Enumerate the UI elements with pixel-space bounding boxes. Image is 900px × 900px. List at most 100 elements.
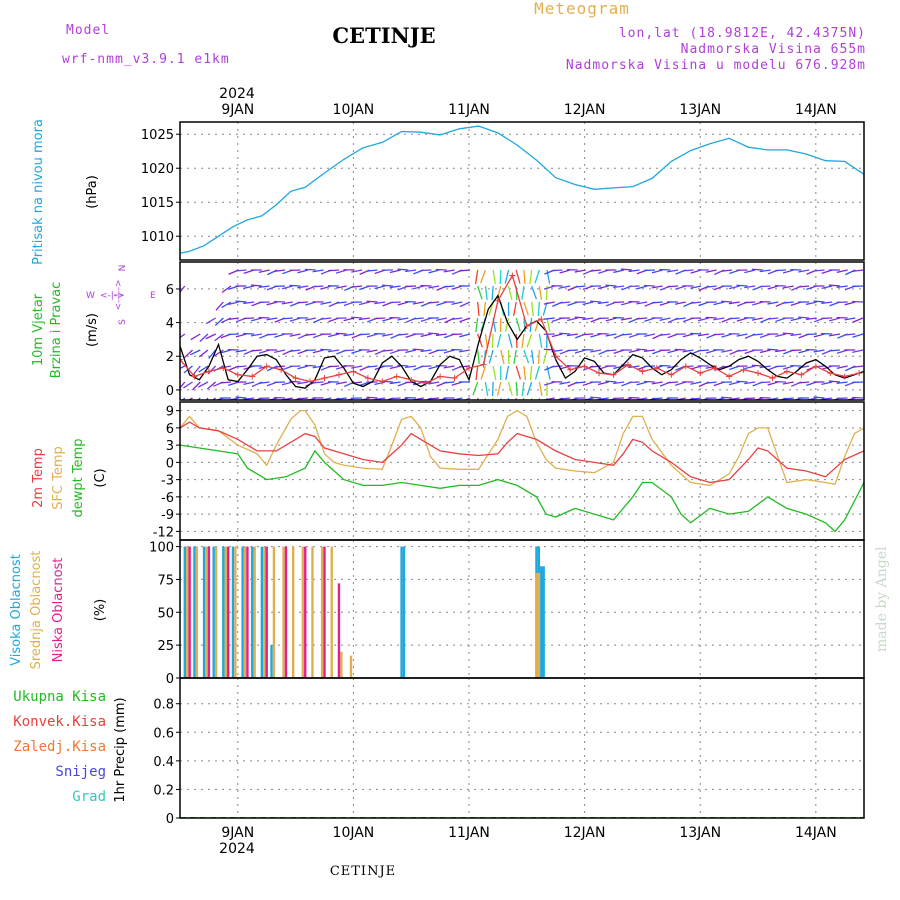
wind-barb: [559, 301, 571, 304]
wind-barb: [381, 349, 393, 352]
wind-barb: [690, 301, 702, 304]
wind-barb: [543, 317, 555, 320]
wind-barb: [477, 333, 483, 348]
cloud-ylabel-mid: Srednja Oblacnost: [29, 551, 44, 670]
wind-barb: [297, 365, 309, 370]
wind-barb: [397, 268, 409, 271]
y-tick-label: -9: [161, 508, 174, 523]
wind-barb: [281, 285, 293, 290]
wind-barb: [559, 269, 571, 274]
wind-barb: [459, 349, 471, 353]
top-year-label: 2024: [219, 86, 255, 102]
wind-barb: [459, 333, 471, 338]
wind-barb: [537, 349, 540, 365]
wind-barb: [774, 365, 787, 368]
wind-barb: [597, 317, 609, 320]
gust-marker: [567, 366, 574, 373]
wind-barb: [459, 317, 471, 323]
wind-barb: [381, 333, 394, 337]
cloud-bar: [188, 546, 191, 678]
wind-barb: [251, 317, 263, 322]
wind-barb: [821, 285, 833, 290]
wind-barb: [443, 269, 455, 273]
cloud-bar: [243, 546, 247, 678]
wind-barb: [542, 349, 548, 364]
cloud-bar: [323, 546, 326, 678]
wind-barb: [266, 301, 278, 306]
temp-ylabel-2m: 2m Temp: [31, 448, 46, 508]
wind-barb: [744, 301, 756, 304]
wind-barb: [196, 397, 201, 400]
wind-barb: [451, 301, 463, 305]
wind-barb: [351, 365, 363, 369]
gust-marker: [726, 373, 733, 380]
wind-barb: [227, 317, 239, 321]
wind-barb: [374, 285, 386, 290]
wind-barb: [844, 333, 856, 336]
wind-barb: [537, 301, 540, 317]
wind-barb: [366, 300, 378, 303]
wind-barb: [605, 349, 617, 352]
wind-barb: [546, 317, 551, 332]
gust-marker: [364, 375, 371, 382]
compass-rose: N S W E <--|--> <-|->: [86, 265, 156, 325]
wind-barb: [782, 332, 794, 335]
elevation-label: Nadmorska Visina 655m: [681, 42, 866, 57]
y-tick-label: 0.6: [153, 726, 174, 741]
wind-barb: [559, 397, 571, 400]
wind-barb: [790, 317, 802, 322]
wind-barb: [320, 381, 332, 386]
y-tick-label: -6: [161, 491, 174, 506]
2m-temp-line: [180, 421, 864, 484]
wind-barb: [180, 285, 186, 293]
wind-barb: [273, 396, 286, 399]
wind-barb: [358, 333, 370, 336]
gust-marker: [755, 370, 762, 377]
wind-barb: [492, 365, 497, 380]
wind-barb: [828, 380, 840, 383]
wind-barb: [530, 349, 535, 364]
wind-barb: [505, 365, 510, 380]
wind-barb: [559, 365, 571, 370]
wind-barb: [397, 333, 409, 336]
wind-barb: [530, 301, 534, 316]
gust-marker: [451, 375, 458, 382]
cloud-ylabel-high: Visoka Oblacnost: [9, 554, 24, 666]
wind-barb: [515, 381, 518, 397]
y-tick-label: 0: [166, 456, 174, 471]
wind-barb: [214, 270, 224, 275]
cloud-bar: [231, 546, 235, 678]
wind-barb: [304, 364, 316, 367]
wind-barb: [697, 333, 709, 337]
wind-barb: [190, 349, 201, 356]
wind-barb: [829, 317, 841, 322]
cloud-bar: [214, 546, 218, 678]
wind-barb: [412, 301, 424, 305]
gust-marker: [292, 375, 299, 382]
wind-barb: [207, 302, 216, 308]
cloud-bar: [263, 546, 266, 678]
wind-barb: [405, 269, 417, 273]
y-tick-label: 9: [166, 405, 174, 420]
top-day-label: 13JAN: [679, 102, 721, 118]
wind-barb: [474, 269, 479, 284]
y-tick-label: 0.4: [153, 755, 174, 770]
gust-marker: [249, 373, 256, 380]
wind-barb: [667, 269, 679, 273]
wind-barb: [504, 269, 510, 284]
wind-barb: [759, 285, 771, 288]
wind-barb: [805, 317, 817, 321]
gust-marker: [624, 361, 631, 368]
wind-barb: [828, 284, 840, 287]
wind-barb: [574, 349, 586, 354]
wind-barb: [844, 301, 856, 306]
precip-legend: Ukupna Kisa Konvek.Kisa Zaledj.Kisa Snijeg G…: [13, 689, 106, 805]
footer-station: CETINJE: [330, 864, 396, 879]
wind-barb: [320, 285, 332, 290]
wind-barb: [574, 269, 586, 273]
cloud-bar: [253, 546, 256, 678]
wind-barb: [205, 333, 216, 340]
wind-barb: [458, 365, 471, 368]
y-tick-label: 6: [166, 422, 174, 437]
wind-barb: [199, 270, 208, 276]
